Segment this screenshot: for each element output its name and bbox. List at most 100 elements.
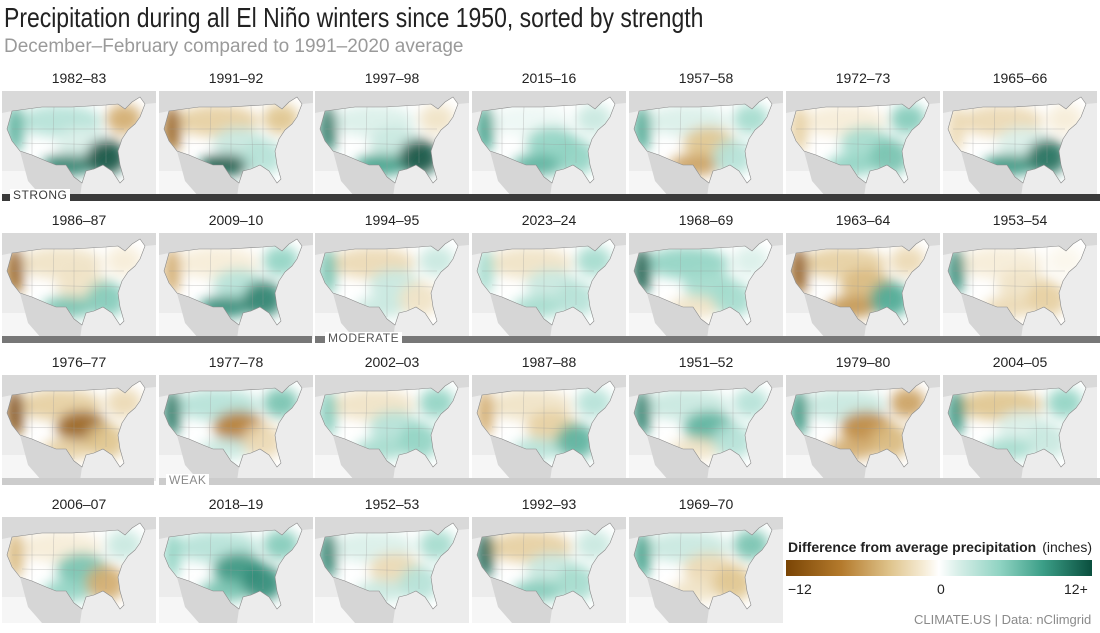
us-precip-map: [472, 375, 626, 481]
canada-shape: [159, 375, 313, 397]
canada-shape: [786, 375, 940, 397]
state-borders: [325, 389, 437, 459]
us-precip-map: [159, 233, 313, 339]
mexico-shape: [20, 151, 82, 197]
panel-year-label: 1991–92: [208, 70, 264, 86]
canada-shape: [472, 91, 626, 113]
us-precip-map: [472, 517, 626, 623]
state-borders: [325, 247, 437, 317]
mexico-shape: [647, 293, 709, 339]
us-precip-map: [786, 233, 940, 339]
panel-year-label: 1986–87: [51, 212, 107, 228]
us-outline: [6, 96, 146, 184]
us-precip-map: [315, 375, 469, 481]
state-borders: [325, 105, 437, 175]
map-panel: 1991–92: [159, 70, 313, 197]
state-borders: [796, 247, 908, 317]
panel-year-label: 1965–66: [992, 70, 1048, 86]
canada-shape: [943, 91, 1097, 113]
map-panel: 1969–70: [629, 496, 783, 623]
state-borders: [325, 531, 437, 601]
mexico-shape: [490, 435, 552, 481]
state-borders: [953, 105, 1065, 175]
canada-shape: [629, 91, 783, 113]
strength-band-bar: [2, 478, 154, 485]
legend-title-text: Difference from average precipitation: [788, 539, 1037, 555]
map-panel: 2009–10: [159, 212, 313, 339]
us-outline: [163, 380, 303, 468]
canada-shape: [2, 233, 156, 255]
legend-color-ramp: [786, 560, 1092, 576]
us-outline: [6, 522, 146, 610]
panel-year-label: 1976–77: [51, 354, 107, 370]
state-borders: [639, 389, 751, 459]
mexico-shape: [333, 435, 395, 481]
strength-band-label: MODERATE: [325, 332, 403, 345]
mexico-shape: [961, 151, 1023, 197]
map-panel: 1951–52: [629, 354, 783, 481]
legend-tick-max: 12+: [1064, 581, 1088, 597]
us-precip-map: [2, 375, 156, 481]
canada-shape: [315, 375, 469, 397]
panel-year-label: 2009–10: [208, 212, 264, 228]
state-borders: [639, 105, 751, 175]
us-precip-map: [315, 91, 469, 197]
canada-shape: [159, 517, 313, 539]
state-borders: [639, 247, 751, 317]
map-panel: 1968–69: [629, 212, 783, 339]
mexico-shape: [177, 293, 239, 339]
state-borders: [953, 389, 1065, 459]
map-panel: 2015–16: [472, 70, 626, 197]
map-panel: 1986–87: [2, 212, 156, 339]
us-precip-map: [2, 233, 156, 339]
strength-band-bar: [2, 336, 312, 343]
mexico-shape: [177, 151, 239, 197]
state-borders: [639, 531, 751, 601]
state-borders: [12, 247, 124, 317]
map-panel: 2002–03: [315, 354, 469, 481]
canada-shape: [472, 233, 626, 255]
us-outline: [319, 380, 459, 468]
canada-shape: [629, 375, 783, 397]
canada-shape: [315, 517, 469, 539]
map-panel: 1979–80: [786, 354, 940, 481]
state-borders: [169, 389, 281, 459]
panel-year-label: 2004–05: [992, 354, 1048, 370]
map-panel: 1994–95: [315, 212, 469, 339]
panel-year-label: 1987–88: [521, 354, 577, 370]
panel-year-label: 1951–52: [678, 354, 734, 370]
mexico-shape: [490, 293, 552, 339]
canada-shape: [2, 375, 156, 397]
mexico-shape: [490, 577, 552, 623]
map-panel: 1952–53: [315, 496, 469, 623]
chart-title: Precipitation during all El Niño winters…: [4, 2, 704, 33]
us-outline: [319, 96, 459, 184]
us-outline: [319, 522, 459, 610]
mexico-shape: [647, 151, 709, 197]
mexico-shape: [333, 151, 395, 197]
canada-shape: [2, 517, 156, 539]
mexico-shape: [20, 577, 82, 623]
map-panel: 2023–24: [472, 212, 626, 339]
us-precip-map: [2, 91, 156, 197]
legend-tick-min: −12: [788, 581, 812, 597]
panel-year-label: 2002–03: [364, 354, 420, 370]
map-panel: 1957–58: [629, 70, 783, 197]
mexico-shape: [647, 577, 709, 623]
panel-year-label: 1972–73: [835, 70, 891, 86]
us-outline: [790, 96, 930, 184]
canada-shape: [629, 233, 783, 255]
state-borders: [482, 531, 594, 601]
legend-tick-zero: 0: [937, 581, 945, 597]
map-panel: 1987–88: [472, 354, 626, 481]
panel-year-label: 1977–78: [208, 354, 264, 370]
map-panel: 1977–78: [159, 354, 313, 481]
canada-shape: [786, 233, 940, 255]
canada-shape: [943, 233, 1097, 255]
mexico-shape: [20, 435, 82, 481]
mexico-shape: [804, 151, 866, 197]
source-credit: CLIMATE.US | Data: nClimgrid: [914, 612, 1092, 627]
panel-year-label: 1952–53: [364, 496, 420, 512]
strength-band-label: STRONG: [10, 189, 71, 202]
panel-year-label: 1969–70: [678, 496, 734, 512]
